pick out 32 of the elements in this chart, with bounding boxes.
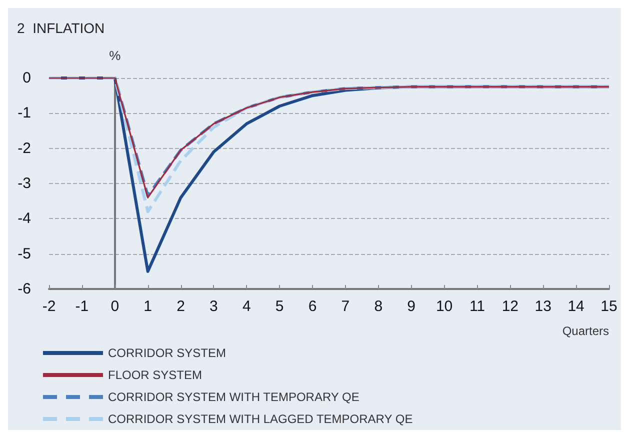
x-tick-label: -2	[42, 298, 56, 315]
x-tick-label: 2	[176, 298, 185, 315]
x-tick-label: 15	[600, 298, 618, 315]
x-tick-label: 5	[275, 298, 284, 315]
x-tick-label: 14	[568, 298, 584, 315]
legend-label: CORRIDOR SYSTEM WITH TEMPORARY QE	[108, 390, 360, 404]
chart-title: 2 INFLATION	[17, 20, 105, 36]
x-axis-title: Quarters	[562, 324, 609, 338]
x-tick-label: 8	[374, 298, 383, 315]
y-tick-label: -6	[18, 280, 31, 298]
x-tick-label: 7	[341, 298, 350, 315]
x-tick-label: 13	[534, 298, 552, 315]
y-tick-label: -2	[18, 140, 31, 157]
x-tick-label: 10	[436, 298, 453, 315]
y-tick-label: -1	[18, 104, 31, 122]
legend-label: CORRIDOR SYSTEM WITH LAGGED TEMPORARY QE	[108, 412, 413, 426]
x-tick-label: 0	[110, 298, 120, 315]
legend-label: CORRIDOR SYSTEM	[108, 346, 226, 360]
x-tick-label: -1	[75, 298, 89, 315]
y-tick-label: -3	[18, 175, 31, 192]
x-tick-label: 3	[210, 298, 218, 315]
x-tick-label: 4	[242, 298, 251, 315]
x-tick-label: 12	[502, 298, 519, 315]
y-axis-title: %	[109, 48, 122, 63]
x-tick-label: 1	[144, 298, 152, 315]
y-tick-label: -5	[18, 245, 31, 262]
y-tick-label: 0	[22, 70, 31, 86]
legend-label: FLOOR SYSTEM	[108, 368, 202, 382]
x-tick-label: 6	[308, 298, 317, 315]
x-tick-label: 9	[407, 298, 416, 315]
x-tick-label: 11	[469, 298, 486, 315]
y-tick-label: -4	[18, 210, 31, 228]
